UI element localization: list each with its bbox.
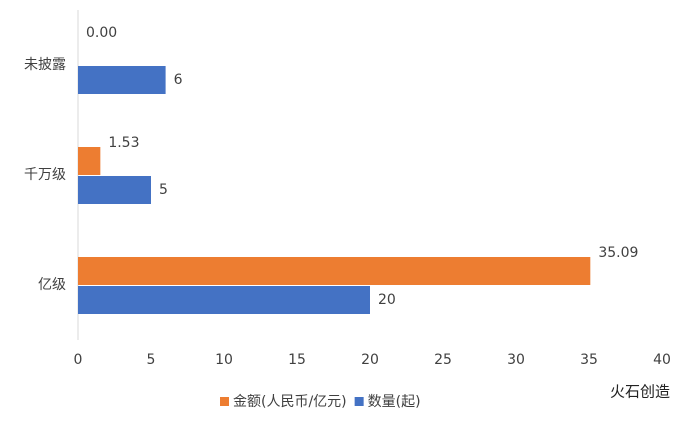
legend-label: 数量(起) xyxy=(368,394,421,410)
bar xyxy=(78,147,101,175)
value-label: 5 xyxy=(159,182,168,198)
value-label: 6 xyxy=(174,72,183,88)
legend-swatch xyxy=(220,397,229,406)
value-label: 1.53 xyxy=(108,135,139,151)
x-tick-label: 35 xyxy=(580,352,598,368)
y-tick-label: 千万级 xyxy=(24,167,66,183)
x-tick-label: 10 xyxy=(215,352,233,368)
bar xyxy=(78,176,151,204)
x-tick-label: 5 xyxy=(147,352,156,368)
value-label: 20 xyxy=(378,292,396,308)
y-tick-label: 亿级 xyxy=(38,277,66,293)
x-tick-label: 40 xyxy=(653,352,671,368)
legend-swatch xyxy=(354,397,364,406)
x-tick-label: 25 xyxy=(434,352,452,368)
x-tick-label: 20 xyxy=(361,352,379,368)
bar xyxy=(78,257,591,285)
value-label: 35.09 xyxy=(598,245,638,261)
watermark: 火石创造 xyxy=(610,383,670,401)
value-label: 0.00 xyxy=(86,25,117,41)
x-tick-label: 0 xyxy=(74,352,83,368)
bar xyxy=(78,286,370,314)
y-tick-label: 未披露 xyxy=(24,57,66,73)
legend-label: 金额(人民币/亿元) xyxy=(233,394,347,410)
x-tick-label: 15 xyxy=(288,352,306,368)
x-tick-label: 30 xyxy=(507,352,525,368)
bar xyxy=(78,66,166,94)
